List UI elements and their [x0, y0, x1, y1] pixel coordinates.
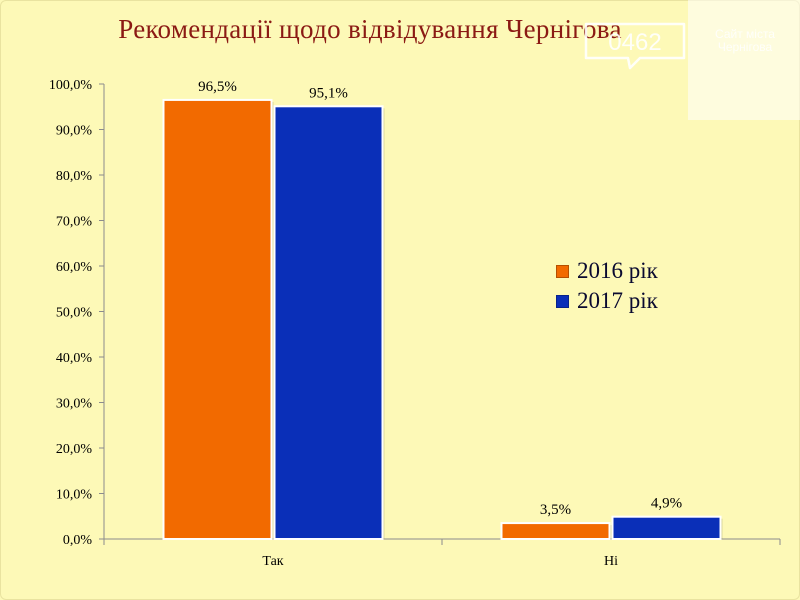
y-tick-label: 60,0%: [56, 260, 93, 275]
legend-swatch-2016: [556, 264, 569, 278]
legend-label-2016: 2016 рік: [577, 258, 658, 283]
bar: [162, 98, 273, 541]
legend-swatch-2017: [556, 294, 569, 308]
chart-axes: 0,0% 10,0% 20,0% 30,0% 40,0% 50,0% 60,0% 70,0% 8…: [49, 78, 781, 569]
legend-label-2017: 2017 рік: [577, 288, 658, 313]
y-tick-label: 90,0%: [56, 124, 93, 139]
y-tick-label: 100,0%: [49, 78, 93, 93]
data-label: 3,5%: [540, 502, 571, 518]
legend-item-2017: 2017 рік: [556, 286, 658, 316]
data-label: 95,1%: [309, 85, 348, 101]
y-tick-label: 10,0%: [56, 488, 93, 503]
watermark-caption: Сайт міста Чернігова: [715, 27, 775, 54]
logo-text: 0462: [608, 29, 661, 56]
y-tick-label: 30,0%: [56, 397, 93, 412]
y-tick-label: 40,0%: [56, 351, 93, 366]
bar: [611, 515, 722, 541]
x-category-label: Ні: [604, 554, 618, 569]
y-tick-label: 0,0%: [63, 533, 93, 548]
chart-bars: [162, 98, 723, 541]
watermark-panel: [688, 0, 800, 120]
chart-title: Рекомендації щодо відвідування Чернігова: [118, 14, 622, 44]
x-category-label: Так: [262, 554, 283, 569]
y-tick-label: 20,0%: [56, 442, 93, 457]
bar: [273, 105, 384, 540]
legend: 2016 рік 2017 рік: [556, 256, 658, 316]
data-label: 96,5%: [198, 79, 237, 95]
chart-labels: 96,5% 3,5% 95,1% 4,9%: [198, 79, 682, 518]
y-tick-label: 50,0%: [56, 306, 93, 321]
y-tick-label: 70,0%: [56, 215, 93, 230]
y-tick-label: 80,0%: [56, 169, 93, 184]
legend-item-2016: 2016 рік: [556, 256, 658, 286]
site-logo-icon: 0462: [584, 22, 686, 70]
data-label: 4,9%: [651, 496, 682, 512]
bar: [500, 522, 611, 541]
